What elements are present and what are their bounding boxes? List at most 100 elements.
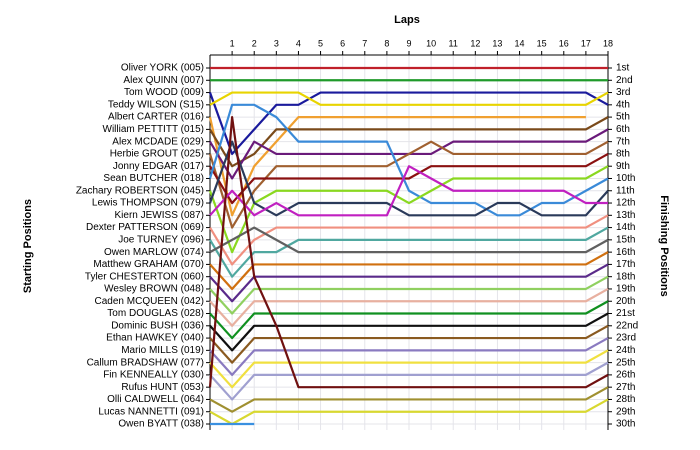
x-tick-label: 8 xyxy=(384,38,389,48)
x-tick-label: 11 xyxy=(449,38,458,48)
driver-label: William PETTITT (015) xyxy=(103,124,205,135)
driver-label: Tom DOUGLAS (028) xyxy=(107,308,204,319)
x-tick-label: 13 xyxy=(492,38,502,48)
x-tick-label: 10 xyxy=(426,38,436,48)
driver-label: Owen BYATT (038) xyxy=(118,419,204,430)
x-tick-label: 15 xyxy=(537,38,547,48)
finishing-label: 25th xyxy=(616,357,635,368)
finishing-label: 20th xyxy=(616,296,635,307)
driver-line xyxy=(209,386,609,413)
finishing-label: 26th xyxy=(616,370,635,381)
driver-label: Wesley BROWN (048) xyxy=(104,284,204,295)
driver-label: Lucas NANNETTI (091) xyxy=(98,406,204,417)
y-axis-label: Starting Positions xyxy=(22,199,34,293)
x-tick-label: 16 xyxy=(559,38,569,48)
driver-label: Zachary ROBERTSON (045) xyxy=(76,185,204,196)
finishing-label: 3rd xyxy=(616,87,630,98)
driver-label: Alex MCDADE (029) xyxy=(112,136,204,147)
x-tick-label: 6 xyxy=(340,38,345,48)
x-tick-label: 1 xyxy=(230,38,235,48)
finishing-label: 18th xyxy=(616,271,635,282)
finishing-label: 2nd xyxy=(616,75,633,86)
driver-line xyxy=(209,324,609,364)
driver-label: Dominic BUSH (036) xyxy=(111,320,204,331)
driver-label: Albert CARTER (016) xyxy=(108,112,204,123)
driver-label: Owen MARLOW (074) xyxy=(104,247,204,258)
x-tick-label: 3 xyxy=(274,38,279,48)
driver-line xyxy=(209,288,609,327)
finishing-label: 30th xyxy=(616,419,635,430)
x-tick-label: 12 xyxy=(470,38,480,48)
x-tick-label: 14 xyxy=(515,38,525,48)
finishing-label: 1st xyxy=(616,63,630,74)
finishing-label: 23rd xyxy=(616,333,636,344)
finishing-label: 5th xyxy=(616,112,630,123)
driver-label: Alex QUINN (007) xyxy=(123,75,204,86)
driver-label: Sean BUTCHER (018) xyxy=(103,173,204,184)
finishing-label: 17th xyxy=(616,259,635,270)
finishing-label: 14th xyxy=(616,222,635,233)
driver-label: Matthew GRAHAM (070) xyxy=(93,259,204,270)
finishing-label: 12th xyxy=(616,198,635,209)
driver-line xyxy=(209,152,609,205)
x-tick-label: 9 xyxy=(406,38,411,48)
driver-label: Lewis THOMPSON (079) xyxy=(92,198,204,209)
driver-line xyxy=(208,116,609,389)
driver-line xyxy=(209,165,608,217)
finishing-label: 8th xyxy=(616,149,630,160)
x-tick-label: 7 xyxy=(362,38,367,48)
finishing-label: 27th xyxy=(616,382,635,393)
driver-line xyxy=(209,275,609,315)
finishing-label: 29th xyxy=(616,406,635,417)
driver-label: Herbie GROUT (025) xyxy=(110,149,204,160)
finishing-label: 15th xyxy=(616,235,635,246)
finishing-label: 16th xyxy=(616,247,635,258)
finishing-label: 28th xyxy=(616,394,635,405)
driver-line xyxy=(208,140,609,229)
driver-label: Rufus HUNT (053) xyxy=(121,382,204,393)
driver-label: Joe TURNEY (096) xyxy=(118,235,204,246)
driver-line xyxy=(209,226,609,278)
finishing-label: 21st xyxy=(616,308,635,319)
driver-label: Caden MCQUEEN (042) xyxy=(95,296,204,307)
driver-label: Jonny EDGAR (017) xyxy=(113,161,204,172)
driver-line xyxy=(208,103,609,217)
driver-label: Tom WOOD (009) xyxy=(124,87,204,98)
x-tick-label: 2 xyxy=(252,38,257,48)
finishing-label: 7th xyxy=(616,136,630,147)
driver-line xyxy=(209,349,609,389)
driver-line xyxy=(209,251,609,291)
x-tick-label: 5 xyxy=(318,38,323,48)
driver-label: Teddy WILSON (S15) xyxy=(108,99,204,110)
driver-line xyxy=(209,226,609,254)
driver-label: Callum BRADSHAW (077) xyxy=(87,357,204,368)
driver-label: Tyler CHESTERTON (060) xyxy=(85,271,204,282)
x-tick-label: 17 xyxy=(581,38,591,48)
chart-title: Laps xyxy=(394,14,420,26)
driver-line xyxy=(209,398,609,426)
finishing-label: 13th xyxy=(616,210,635,221)
driver-line xyxy=(209,337,609,376)
driver-line xyxy=(209,263,609,303)
driver-line xyxy=(209,91,609,106)
driver-label: Kiern JEWISS (087) xyxy=(115,210,204,221)
finishing-label: 22nd xyxy=(616,320,638,331)
finishing-label: 11th xyxy=(616,185,635,196)
driver-label: Fin KENNEALLY (030) xyxy=(103,370,204,381)
finishing-label: 10th xyxy=(616,173,635,184)
driver-label: Oliver YORK (005) xyxy=(121,63,204,74)
finishing-label: 9th xyxy=(616,161,630,172)
driver-line xyxy=(208,91,609,156)
driver-label: Olli CALDWELL (064) xyxy=(107,394,204,405)
y2-axis-label: Finishing Positions xyxy=(658,195,670,296)
driver-line xyxy=(209,214,609,266)
driver-label: Ethan HAWKEY (040) xyxy=(106,333,204,344)
driver-line xyxy=(209,361,609,401)
finishing-label: 4th xyxy=(616,99,630,110)
driver-line xyxy=(209,300,609,340)
finishing-label: 19th xyxy=(616,284,635,295)
driver-label: Mario MILLS (019) xyxy=(121,345,204,356)
x-tick-label: 18 xyxy=(603,38,613,48)
x-tick-label: 4 xyxy=(296,38,301,48)
